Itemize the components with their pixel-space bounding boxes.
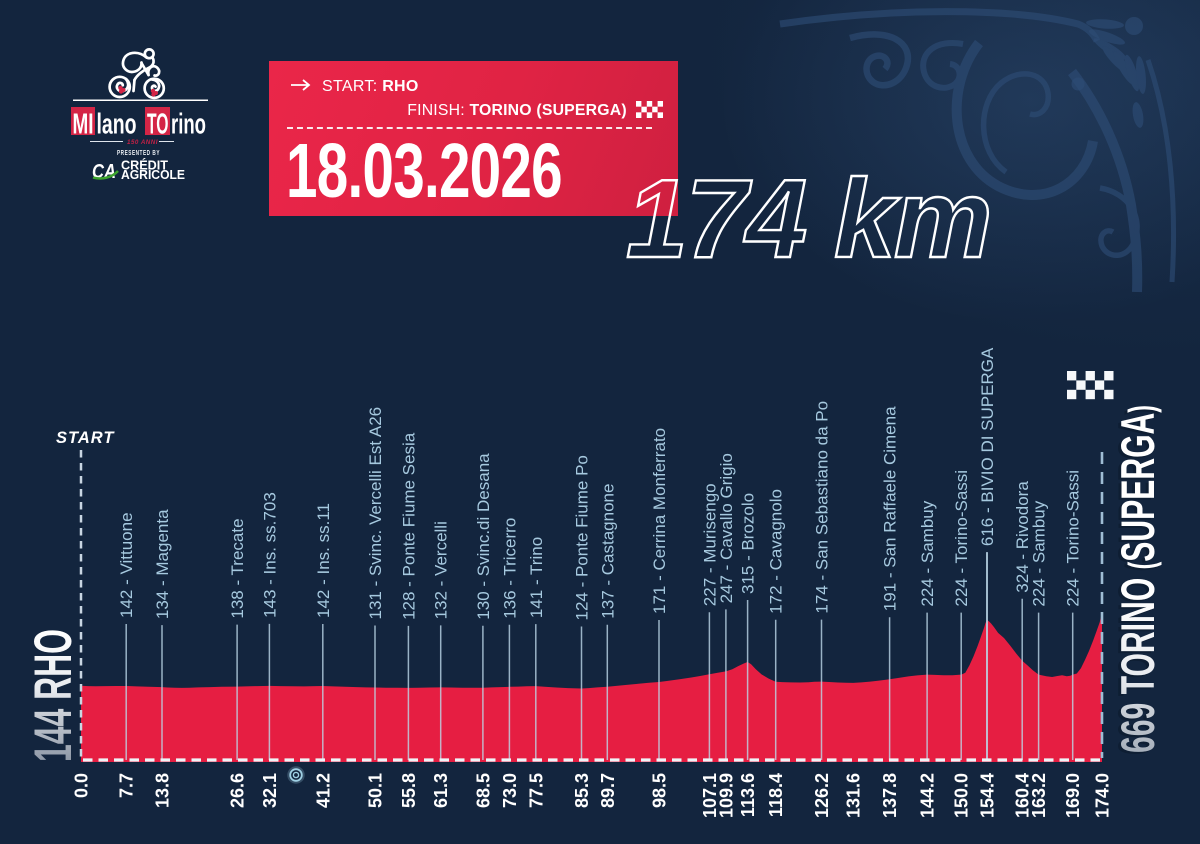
svg-text:150 ANNI: 150 ANNI [127, 139, 158, 146]
svg-text:AGRICOLE: AGRICOLE [121, 168, 185, 182]
svg-text:55.8: 55.8 [399, 773, 419, 808]
svg-text:172 - Cavagnolo: 172 - Cavagnolo [767, 489, 786, 614]
svg-text:169.0: 169.0 [1063, 773, 1083, 818]
svg-text:315 - Brozolo: 315 - Brozolo [739, 493, 758, 594]
svg-text:128 - Ponte Fiume Sesia: 128 - Ponte Fiume Sesia [399, 432, 418, 620]
svg-text:0.0: 0.0 [72, 773, 92, 798]
svg-text:131.6: 131.6 [844, 773, 864, 818]
svg-text:171 - Cerrina Monferrato: 171 - Cerrina Monferrato [650, 428, 669, 614]
svg-text:41.2: 41.2 [313, 773, 333, 808]
svg-text:144.2: 144.2 [918, 773, 938, 818]
svg-text:227 - Murisengo: 227 - Murisengo [700, 483, 719, 606]
svg-text:CRÉDIT: CRÉDIT [121, 158, 168, 173]
svg-text:132 - Vercelli: 132 - Vercelli [432, 521, 451, 619]
svg-text:68.5: 68.5 [473, 773, 493, 808]
svg-text:85.3: 85.3 [572, 773, 592, 808]
svg-text:130 - Svinc.di Desana: 130 - Svinc.di Desana [474, 453, 493, 620]
svg-text:13.8: 13.8 [153, 773, 173, 808]
svg-text:142 - Ins. ss.11: 142 - Ins. ss.11 [314, 503, 333, 618]
svg-text:MI: MI [73, 109, 94, 141]
svg-text:131 - Svinc. Vercelli Est A26: 131 - Svinc. Vercelli Est A26 [366, 407, 385, 620]
svg-text:154.4: 154.4 [978, 773, 998, 818]
svg-text:224 - Sambuy: 224 - Sambuy [1030, 500, 1049, 606]
svg-text:32.1: 32.1 [260, 773, 280, 808]
svg-text:77.5: 77.5 [526, 773, 546, 808]
svg-text:669 TORINO (SUPERGA): 669 TORINO (SUPERGA) [1108, 407, 1161, 755]
svg-text:134 - Magenta: 134 - Magenta [153, 509, 172, 619]
svg-text:137.8: 137.8 [880, 773, 900, 818]
svg-text:7.7: 7.7 [117, 773, 137, 798]
svg-text:191 - San Raffaele Cimena: 191 - San Raffaele Cimena [881, 406, 900, 611]
svg-text:224 - Torino-Sassi: 224 - Torino-Sassi [952, 470, 971, 607]
svg-text:150.0: 150.0 [952, 773, 972, 818]
svg-text:324 - Rivodora: 324 - Rivodora [1013, 481, 1032, 593]
svg-text:73.0: 73.0 [500, 773, 520, 808]
svg-text:224 - Torino-Sassi: 224 - Torino-Sassi [1064, 470, 1083, 607]
svg-text:143 - Ins. ss.703: 143 - Ins. ss.703 [260, 492, 279, 618]
svg-text:136 - Tricerro: 136 - Tricerro [500, 518, 519, 619]
svg-text:247 - Cavallo Grigio: 247 - Cavallo Grigio [717, 453, 736, 603]
svg-text:61.3: 61.3 [431, 773, 451, 808]
svg-text:616 - BIVIO DI SUPERGA: 616 - BIVIO DI SUPERGA [978, 347, 997, 546]
svg-text:138 - Trecate: 138 - Trecate [228, 518, 247, 618]
svg-text:107.1: 107.1 [700, 773, 720, 818]
svg-text:126.2: 126.2 [812, 773, 832, 818]
svg-text:89.7: 89.7 [598, 773, 618, 808]
svg-text:113.6: 113.6 [738, 773, 758, 817]
svg-text:144 RHO: 144 RHO [24, 629, 83, 762]
svg-text:50.1: 50.1 [366, 773, 386, 808]
svg-text:lano: lano [97, 109, 137, 141]
svg-text:124 - Ponte Fiume Po: 124 - Ponte Fiume Po [573, 455, 592, 620]
svg-text:PRESENTED BY: PRESENTED BY [117, 150, 160, 157]
svg-text:118.4: 118.4 [766, 773, 786, 817]
svg-text:174.0: 174.0 [1093, 773, 1113, 818]
svg-text:669 TORINO (SUPERGA): 669 TORINO (SUPERGA) [1111, 405, 1164, 753]
svg-text:109.9: 109.9 [716, 773, 736, 818]
svg-text:rino: rino [171, 109, 206, 141]
svg-text:98.5: 98.5 [650, 773, 670, 808]
svg-text:137 - Castagnone: 137 - Castagnone [598, 484, 617, 619]
svg-text:160.4: 160.4 [1013, 773, 1033, 818]
svg-text:224 - Sambuy: 224 - Sambuy [918, 500, 937, 606]
svg-text:163.2: 163.2 [1029, 773, 1049, 818]
svg-text:TO: TO [147, 109, 169, 141]
svg-text:26.6: 26.6 [228, 773, 248, 808]
svg-text:174 - San Sebastiano da Po: 174 - San Sebastiano da Po [813, 401, 832, 614]
svg-text:141 - Trino: 141 - Trino [527, 537, 546, 618]
svg-text:142 - Vittuone: 142 - Vittuone [117, 512, 136, 618]
svg-text:START: START [56, 429, 115, 447]
